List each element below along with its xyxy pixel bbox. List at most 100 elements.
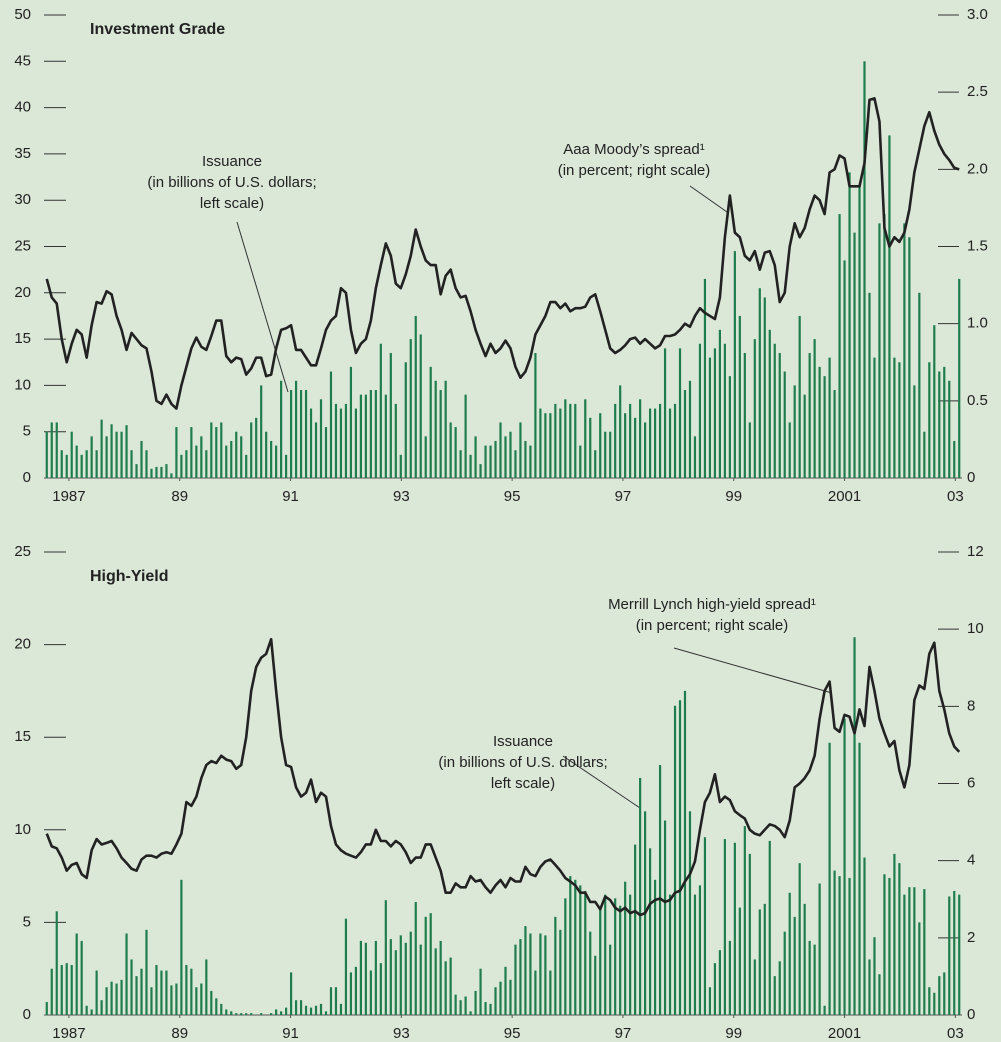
bar	[245, 454, 248, 478]
bar	[549, 413, 552, 478]
bar	[783, 931, 786, 1015]
bar	[334, 987, 338, 1015]
bar	[429, 366, 432, 478]
bar	[75, 933, 78, 1015]
bar	[574, 879, 577, 1015]
annotation: left scale)	[491, 775, 555, 792]
bar	[309, 408, 313, 478]
bar	[359, 940, 362, 1015]
bar	[384, 394, 387, 478]
bar	[50, 422, 53, 478]
bar	[125, 425, 128, 478]
bar	[758, 288, 761, 478]
bar	[484, 1002, 487, 1015]
bar	[574, 403, 577, 478]
bar	[160, 466, 163, 478]
y2-tick-label: 6	[967, 774, 975, 791]
x-tick-label: 97	[615, 488, 632, 505]
bar	[683, 690, 687, 1015]
bar	[773, 976, 776, 1015]
bar	[80, 940, 83, 1015]
bar	[539, 933, 542, 1015]
bar	[90, 1009, 93, 1015]
leader-line	[562, 755, 641, 809]
bar	[469, 454, 472, 478]
bar	[439, 390, 442, 478]
bar	[768, 840, 771, 1015]
bar	[559, 929, 562, 1015]
annotation: (in billions of U.S. dollars;	[147, 174, 316, 191]
bar	[853, 637, 856, 1015]
annotation: Issuance	[202, 153, 262, 170]
bar	[509, 979, 512, 1015]
bar	[783, 371, 786, 478]
bar	[354, 966, 358, 1015]
bar	[624, 881, 627, 1015]
bar	[409, 931, 412, 1015]
x-tick-label: 1987	[52, 1025, 85, 1042]
bar	[339, 1003, 343, 1015]
bar	[210, 422, 213, 478]
bar	[230, 440, 233, 478]
y-tick-label: 25	[14, 237, 31, 254]
bar	[504, 436, 507, 478]
bar	[334, 403, 338, 478]
bar	[594, 450, 597, 478]
y-tick-label: 40	[14, 99, 31, 116]
x-tick-label: 2001	[828, 1025, 861, 1042]
bar	[828, 357, 831, 478]
bar	[554, 916, 557, 1015]
bar	[314, 422, 318, 478]
x-tick-label: 99	[725, 488, 742, 505]
bar	[589, 931, 592, 1015]
x-tick-label: 03	[947, 488, 964, 505]
bar	[369, 970, 372, 1015]
bar	[693, 436, 697, 478]
bar	[668, 408, 672, 478]
annotation: Issuance	[493, 733, 553, 750]
bar	[818, 883, 821, 1015]
y-tick-label: 5	[23, 913, 31, 930]
bar	[479, 968, 482, 1015]
bar	[210, 990, 213, 1015]
bar	[838, 876, 841, 1015]
y2-tick-label: 8	[967, 697, 975, 714]
y-tick-label: 0	[23, 469, 31, 486]
bar	[698, 343, 702, 478]
bar	[703, 278, 707, 478]
bar	[280, 1011, 283, 1015]
bar	[918, 922, 921, 1015]
bar	[170, 473, 173, 478]
line	[45, 637, 961, 917]
bar	[165, 464, 168, 478]
bar	[678, 700, 682, 1015]
bar	[653, 879, 657, 1015]
bar	[728, 940, 731, 1015]
bar	[424, 916, 427, 1015]
bar	[150, 468, 153, 478]
bar	[908, 237, 911, 478]
bar	[564, 898, 567, 1015]
bar	[55, 422, 58, 478]
bar	[314, 1005, 318, 1015]
bar	[285, 1007, 288, 1015]
bar	[275, 445, 278, 478]
bar	[883, 214, 886, 478]
bar	[913, 385, 916, 478]
panel-title: High-Yield	[90, 568, 169, 585]
bar	[629, 894, 632, 1015]
x-tick-label: 89	[171, 488, 188, 505]
y2-tick-label: 1.5	[967, 237, 988, 254]
bar	[933, 325, 936, 478]
bar	[893, 853, 896, 1015]
bar	[808, 940, 811, 1015]
bar	[494, 440, 497, 478]
bar	[110, 424, 113, 478]
bar	[569, 876, 572, 1015]
bar	[589, 417, 592, 478]
bar	[509, 431, 512, 478]
bar	[100, 1000, 103, 1015]
x-tick-label: 93	[393, 1025, 410, 1042]
bar	[389, 939, 392, 1015]
